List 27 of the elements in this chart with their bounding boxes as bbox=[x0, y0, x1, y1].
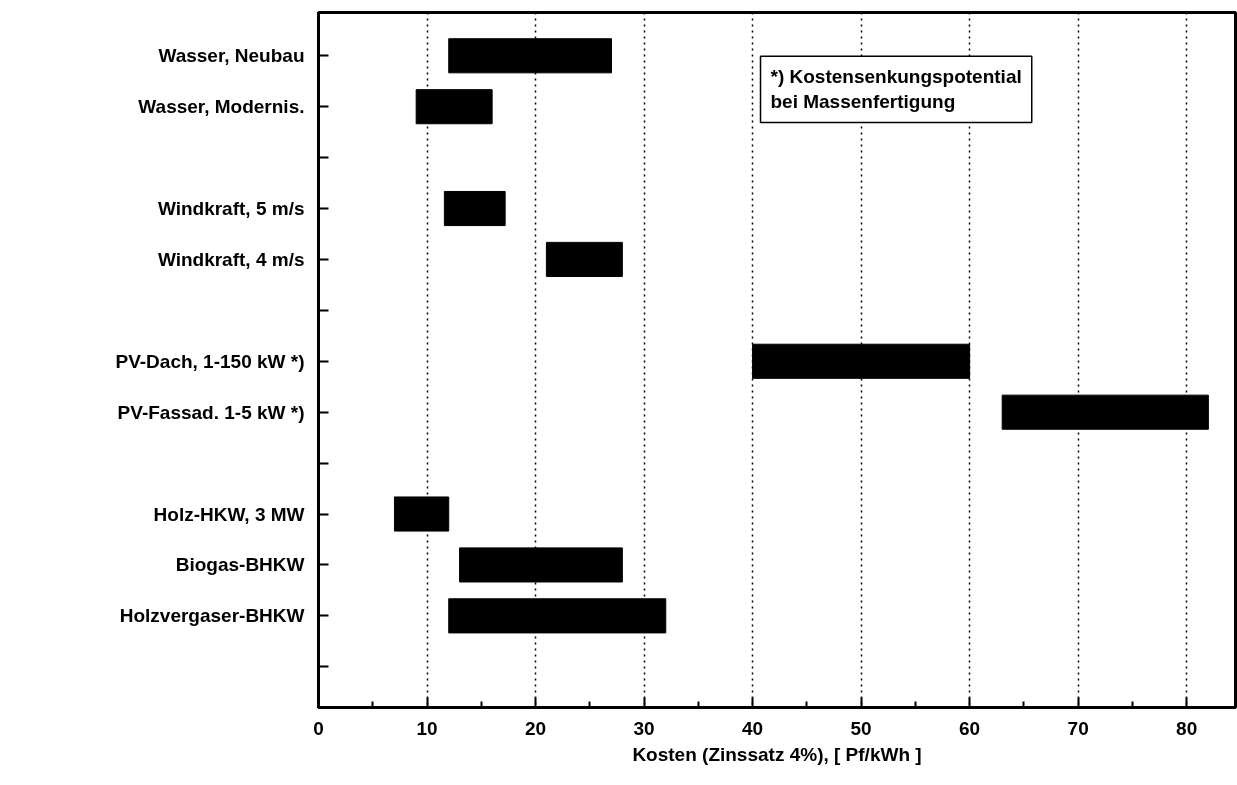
x-tick-label: 80 bbox=[1176, 717, 1198, 739]
x-tick-label: 10 bbox=[416, 717, 438, 739]
y-tick-label: PV-Dach, 1-150 kW *) bbox=[115, 350, 305, 372]
bar bbox=[448, 598, 667, 634]
bar bbox=[545, 241, 623, 277]
x-tick-label: 20 bbox=[524, 717, 547, 739]
y-tick-label: Windkraft, 4 m/s bbox=[157, 248, 305, 270]
y-tick-label: Wasser, Modernis. bbox=[138, 96, 305, 118]
y-tick-label: Holz-HKW, 3 MW bbox=[153, 503, 305, 525]
y-tick-label: Wasser, Neubau bbox=[158, 45, 305, 67]
y-tick-label: Holzvergaser-BHKW bbox=[119, 605, 305, 627]
x-tick-label: 50 bbox=[850, 717, 872, 739]
x-tick-label: 30 bbox=[633, 717, 655, 739]
x-tick-label: 70 bbox=[1067, 717, 1089, 739]
x-tick-label: 60 bbox=[959, 717, 981, 739]
bar bbox=[415, 89, 493, 125]
y-tick-label: PV-Fassad. 1-5 kW *) bbox=[117, 401, 305, 423]
y-tick-label: Windkraft, 5 m/s bbox=[157, 198, 305, 220]
bar bbox=[752, 343, 971, 379]
bar bbox=[459, 547, 623, 583]
x-tick-label: 40 bbox=[742, 717, 764, 739]
x-tick-label: 0 bbox=[313, 717, 324, 739]
bar bbox=[448, 38, 613, 74]
y-tick-label: Biogas-BHKW bbox=[175, 554, 305, 576]
x-axis-title: Kosten (Zinssatz 4%), [ Pf/kWh ] bbox=[632, 743, 922, 765]
annotation: *) Kostensenkungspotential bei Massenfertigung bbox=[770, 66, 1022, 113]
bar bbox=[443, 190, 506, 227]
